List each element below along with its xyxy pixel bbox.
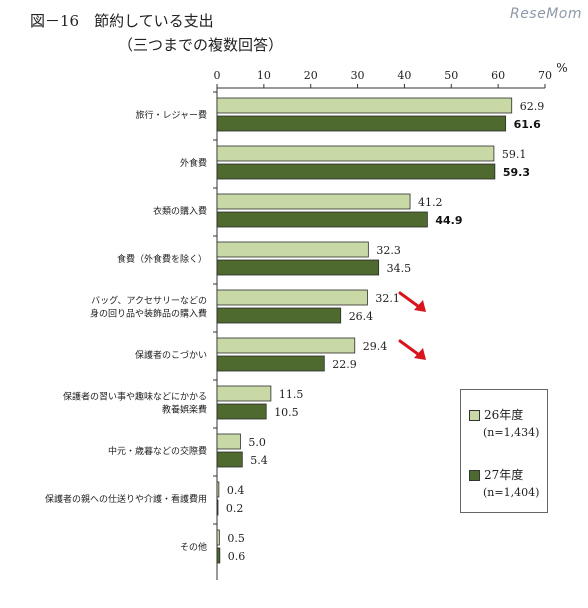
- bar-2014: [216, 529, 220, 546]
- legend-n-2015: (n=1,404): [483, 486, 540, 499]
- legend-swatch-2014: [469, 410, 480, 421]
- data-label: 5.4: [250, 454, 268, 467]
- category-label: 保護者のこづかい: [135, 349, 207, 361]
- bar-2015: [216, 259, 380, 276]
- x-tick-label: 50: [444, 69, 458, 82]
- category-label: 保護者の親への仕送りや介護・看護費用: [45, 493, 207, 505]
- bar-2014: [216, 481, 220, 498]
- legend-swatch-2015: [469, 470, 480, 481]
- bar-2015: [216, 307, 342, 324]
- x-axis-unit: %: [556, 61, 567, 75]
- x-tick-label: 40: [397, 69, 411, 82]
- data-label: 0.6: [228, 550, 246, 563]
- data-label: 32.3: [376, 244, 401, 257]
- bar-2015: [216, 355, 325, 372]
- bar-2015: [216, 499, 219, 516]
- data-label: 34.5: [387, 262, 412, 275]
- category-label: 保護者の習い事や趣味などにかかる: [63, 391, 207, 403]
- bar-2014: [216, 289, 368, 306]
- data-label: 11.5: [279, 388, 304, 401]
- chart-title: 図－16 節約している支出: [30, 12, 214, 30]
- x-tick-label: 60: [491, 69, 505, 82]
- legend-label-2014: 26年度: [484, 408, 524, 422]
- x-tick-label: 0: [214, 69, 221, 82]
- data-label: 59.1: [502, 148, 527, 161]
- category-label: 外食費: [180, 157, 207, 169]
- arrow-head-icon: [414, 348, 426, 360]
- bar-2015: [216, 403, 267, 420]
- data-label: 41.2: [418, 196, 443, 209]
- bar-2014: [216, 337, 356, 354]
- bar-2014: [216, 145, 495, 162]
- data-label: 22.9: [332, 358, 357, 371]
- data-label: 62.9: [520, 100, 545, 113]
- data-label: 10.5: [274, 406, 299, 419]
- data-label: 0.5: [227, 532, 245, 545]
- data-label: 0.4: [227, 484, 245, 497]
- bar-2015: [216, 211, 428, 228]
- bar-2014: [216, 193, 411, 210]
- x-tick-label: 70: [538, 69, 552, 82]
- x-tick-label: 10: [257, 69, 271, 82]
- bar-2015: [216, 115, 507, 132]
- legend: 26年度 (n=1,434) 27年度 (n=1,404): [460, 389, 548, 513]
- category-label: 中元・歳暮などの交際費: [108, 445, 207, 457]
- data-label: 61.6: [514, 118, 541, 131]
- bar-2015: [216, 547, 221, 564]
- chart-subtitle: （三つまでの複数回答）: [118, 36, 284, 54]
- legend-label-2015: 27年度: [484, 468, 524, 482]
- legend-item-2015: 27年度: [469, 466, 523, 483]
- bar-2015: [216, 451, 243, 468]
- data-label: 29.4: [363, 340, 388, 353]
- category-label: 食費（外食費を除く）: [117, 253, 207, 265]
- watermark-logo: ReseMom: [509, 6, 582, 22]
- bar-2014: [216, 433, 241, 450]
- legend-n-2014: (n=1,434): [483, 426, 540, 439]
- bar-2014: [216, 241, 369, 258]
- category-label: 旅行・レジャー費: [135, 109, 207, 121]
- legend-item-2014: 26年度: [469, 406, 523, 423]
- data-label: 26.4: [349, 310, 374, 323]
- bar-2015: [216, 163, 496, 180]
- bar-2014: [216, 97, 513, 114]
- category-label: 衣類の購入費: [153, 205, 207, 217]
- data-label: 59.3: [503, 166, 530, 179]
- category-label: その他: [180, 541, 207, 553]
- category-label: 教養娯楽費: [162, 404, 207, 416]
- category-label: バッグ、アクセサリーなどの: [91, 295, 207, 307]
- x-tick-label: 20: [304, 69, 318, 82]
- data-label: 44.9: [435, 214, 462, 227]
- arrow-head-icon: [414, 300, 426, 312]
- data-label: 32.1: [375, 292, 400, 305]
- bar-2014: [216, 385, 272, 402]
- data-label: 0.2: [226, 502, 244, 515]
- category-label: 身の回り品や装飾品の購入費: [90, 308, 207, 320]
- x-tick-label: 30: [351, 69, 365, 82]
- data-label: 5.0: [248, 436, 266, 449]
